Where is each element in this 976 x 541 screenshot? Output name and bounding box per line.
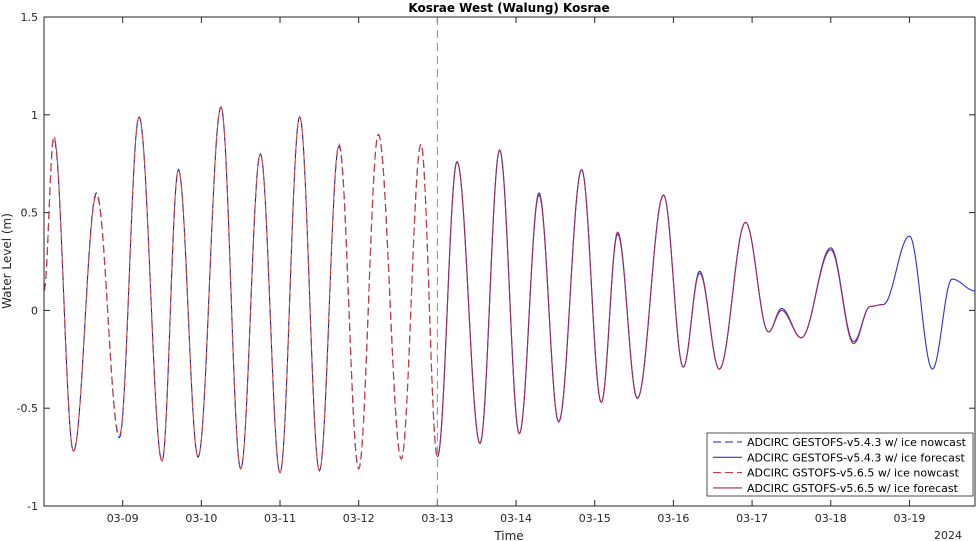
x-tick-label: 03-14 xyxy=(500,512,532,525)
chart-title: Kosrae West (Walung) Kosrae xyxy=(408,1,609,15)
x-axis-label: Time xyxy=(493,529,523,541)
x-axis-ticks: 03-09 03-10 03-11 03-12 03-13 03-14 03-15 03-16… xyxy=(107,17,925,525)
x-tick-label: 03-19 xyxy=(893,512,925,525)
series-line-3 xyxy=(43,105,438,474)
series-line-4 xyxy=(436,149,884,458)
x-tick-label: 03-17 xyxy=(736,512,768,525)
legend-label: ADCIRC GSTOFS-v5.6.5 w/ ice forecast xyxy=(747,482,959,495)
x-tick-label: 03-10 xyxy=(185,512,217,525)
legend-box xyxy=(706,432,974,497)
year-label: 2024 xyxy=(934,529,962,541)
legend-label: ADCIRC GESTOFS-v5.4.3 w/ ice forecast xyxy=(747,451,966,464)
y-tick-label: 0 xyxy=(31,304,38,317)
x-tick-label: 03-15 xyxy=(579,512,611,525)
x-tick-label: 03-09 xyxy=(107,512,139,525)
x-tick-label: 03-12 xyxy=(343,512,375,525)
x-tick-label: 03-13 xyxy=(421,512,453,525)
legend-label: ADCIRC GESTOFS-v5.4.3 w/ ice nowcast xyxy=(747,436,967,449)
legend: ADCIRC GESTOFS-v5.4.3 w/ ice nowcast ADCI… xyxy=(706,432,974,497)
plot-area xyxy=(44,17,975,506)
plot-frame xyxy=(43,16,976,507)
x-tick-label: 03-18 xyxy=(815,512,847,525)
y-axis-label: Water Level (m) xyxy=(0,213,14,309)
y-axis-ticks: -1 -0.5 0 0.5 1 1.5 xyxy=(17,11,975,513)
y-tick-label: 1 xyxy=(31,109,38,122)
x-tick-label: 03-11 xyxy=(264,512,296,525)
y-tick-label: 0.5 xyxy=(21,207,39,220)
y-tick-label: -1 xyxy=(27,500,38,513)
y-tick-label: 1.5 xyxy=(21,11,39,24)
x-tick-label: 03-16 xyxy=(657,512,689,525)
series-lines xyxy=(43,105,976,474)
legend-label: ADCIRC GSTOFS-v5.6.5 w/ ice nowcast xyxy=(747,467,960,480)
y-tick-label: -0.5 xyxy=(17,402,38,415)
